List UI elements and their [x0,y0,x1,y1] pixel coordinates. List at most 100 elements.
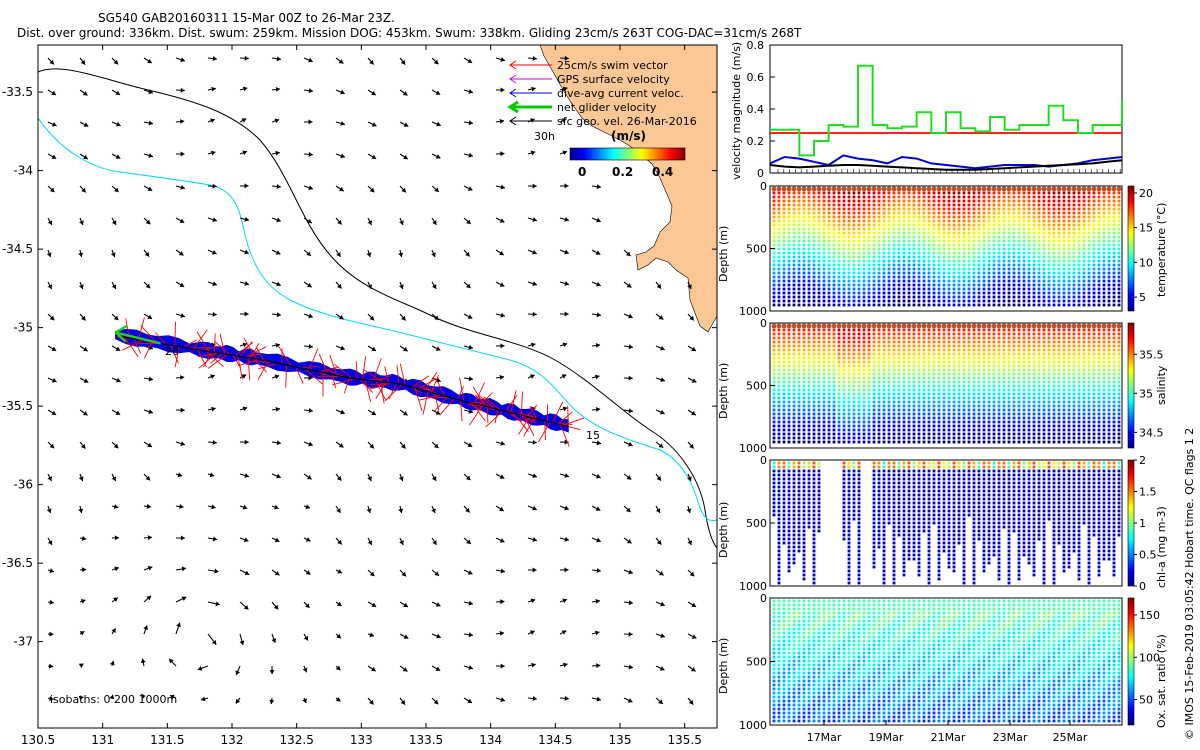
geo-arrow-head [500,151,505,157]
profile-dot [822,328,826,332]
profile-dot [882,219,886,223]
geo-arrow-head [660,633,665,639]
profile-dot [942,392,946,396]
profile-dot [892,340,896,344]
profile-dot [922,348,926,352]
profile-dot [867,336,871,340]
geo-arrow-head [564,439,569,445]
geo-arrow-head [244,216,249,222]
profile-dot [957,364,961,368]
profile-dot [907,267,911,271]
profile-dot [812,440,816,444]
profile-dot [1017,287,1021,291]
geo-arrow-head [532,55,537,61]
profile-dot [982,271,986,275]
profile-dot [862,352,866,356]
geo-arrow-head [499,506,504,512]
velocity-series [769,64,1123,171]
surface-dot [971,323,977,329]
profile-dot [1017,436,1021,440]
swim-vector [121,339,144,351]
profile-dot [1072,247,1076,251]
profile-dot [857,231,861,235]
profile-dot [1117,203,1121,207]
profile-dot [872,279,876,283]
profile-dot [792,420,796,424]
profile-dot [892,364,896,368]
profile-dot [1032,408,1036,412]
profile-dot [1027,211,1031,215]
profile-dot [817,356,821,360]
profile-dot [832,364,836,368]
profile-dot [1117,267,1121,271]
profile-dot [892,356,896,360]
profile-dot [977,372,981,376]
profile-dot [1017,203,1021,207]
profile-dot [1007,408,1011,412]
swim-vector [183,339,197,348]
profile-dot [932,440,936,444]
profile-dot [792,348,796,352]
profile-dot [962,360,966,364]
profile-dot [802,227,806,231]
profile-dot [882,356,886,360]
profile-dot [812,420,816,424]
profile-dot [997,344,1001,348]
geo-arrow-head [180,57,185,63]
surface-dot [881,323,887,329]
profile-dot [877,211,881,215]
profile-dot [777,207,781,211]
profile-dot [892,227,896,231]
profile-dot [922,259,926,263]
profile-dot [772,259,776,263]
profile-dot [857,388,861,392]
profile-dot [862,211,866,215]
profile-dot [842,279,846,283]
geo-arrow-head [499,630,504,636]
surface-dot [886,323,892,329]
profile-dot [852,332,856,336]
profile-dot [872,219,876,223]
profile-dot [977,255,981,259]
profile-dot [1057,279,1061,283]
profile-dot [1087,299,1091,303]
profile-dot [862,392,866,396]
profile-dot [912,388,916,392]
profile-dot [947,416,951,420]
profile-dot [852,263,856,267]
profile-dot [947,227,951,231]
profile-dot [902,440,906,444]
profile-dot [1022,440,1026,444]
profile-dot [992,227,996,231]
surface-dot [961,186,967,192]
profile-dot [862,203,866,207]
profile-dot [812,247,816,251]
profile-dot [807,436,811,440]
profile-dot [937,191,941,195]
profile-dot [977,440,981,444]
profile-dot [1032,211,1036,215]
profile-dot [842,267,846,271]
geo-arrow-head [467,314,473,319]
profile-dot [1087,243,1091,247]
surface-dot [1011,323,1017,329]
profile-dot [997,416,1001,420]
profile-dot [947,291,951,295]
profile-dot [977,360,981,364]
profile-dot [822,207,826,211]
profile-dot [977,299,981,303]
profile-dot [817,303,821,307]
profile-dot [797,215,801,219]
profile-dot [1037,275,1041,279]
geo-arrow-head [628,375,633,381]
profile-dot [947,420,951,424]
profile-dot [947,352,951,356]
profile-dot [987,251,991,255]
profile-dot [1062,235,1066,239]
profile-dot [1022,332,1026,336]
profile-dot [872,211,876,215]
profile-dot [857,271,861,275]
geo-arrow-head [596,663,601,669]
profile-dot [927,396,931,400]
profile-dot [892,271,896,275]
